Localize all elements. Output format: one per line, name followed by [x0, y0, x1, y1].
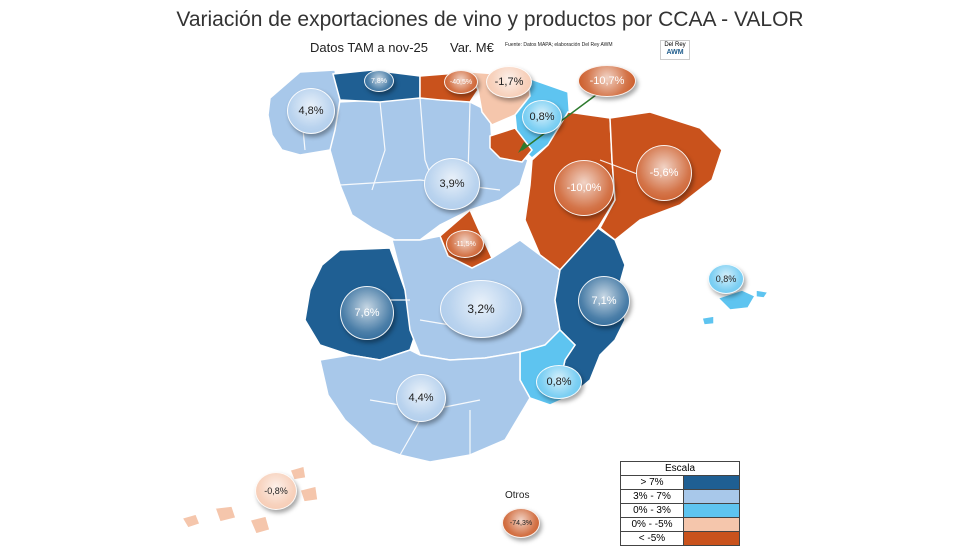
- bubble-asturias-label: 7,8%: [371, 77, 387, 85]
- bubble-la-rioja-label: -10,7%: [589, 75, 625, 87]
- legend-row-0-m5: 0% - -5%: [621, 518, 739, 532]
- otros-label: Otros: [505, 490, 530, 501]
- bubble-c-valenciana-label: 7,1%: [591, 295, 617, 307]
- bubble-castilla-y-leon: 3,9%: [424, 158, 480, 210]
- legend-row-0-3: 0% - 3%: [621, 504, 739, 518]
- legend-row-3-7: 3% - 7%: [621, 490, 739, 504]
- region-canarias-5: [299, 485, 319, 503]
- region-baleares: [716, 289, 757, 311]
- region-canarias-1: [180, 513, 201, 529]
- bubble-canarias-label: -0,8%: [264, 486, 288, 496]
- region-baleares-ibiza: [701, 315, 715, 326]
- bubble-madrid: -11,5%: [446, 230, 484, 258]
- map-title: Variación de exportaciones de vino y pro…: [176, 8, 804, 31]
- legend-label: 0% - -5%: [631, 519, 673, 530]
- bubble-murcia: 0,8%: [536, 365, 582, 399]
- logo-line1: Del Rey: [664, 42, 686, 48]
- bubble-galicia: 4,8%: [287, 88, 335, 134]
- legend-row-gt7: > 7%: [621, 476, 739, 490]
- bubble-andalucia: 4,4%: [396, 374, 446, 422]
- bubble-madrid-label: -11,5%: [454, 240, 476, 248]
- rioja-arrow-head: [518, 142, 528, 153]
- logo-line2: AWM: [666, 49, 684, 56]
- bubble-navarra-label: 0,8%: [529, 111, 555, 123]
- source-note: Fuente: Datos MAPA; elaboración Del Rey …: [505, 42, 613, 48]
- bubble-otros-label: -74,3%: [509, 519, 533, 527]
- region-canarias-4: [288, 465, 307, 481]
- legend-swatch: [683, 518, 739, 531]
- bubble-c-valenciana: 7,1%: [578, 276, 630, 326]
- legend-label: < -5%: [638, 533, 666, 544]
- region-la-rioja: [489, 127, 533, 163]
- legend-title: Escala: [621, 462, 739, 476]
- bubble-cantabria: -40,5%: [444, 70, 478, 94]
- bubble-aragon-label: -10,0%: [566, 182, 602, 194]
- bubble-andalucia-label: 4,4%: [408, 392, 434, 404]
- bubble-castilla-la-mancha-label: 3,2%: [467, 302, 495, 316]
- legend-swatch: [683, 504, 739, 517]
- bubble-baleares: 0,8%: [708, 264, 744, 294]
- region-baleares-menorca: [755, 289, 770, 299]
- legend-swatch: [683, 532, 739, 545]
- legend-label: 3% - 7%: [633, 491, 671, 502]
- bubble-la-rioja: -10,7%: [578, 65, 636, 97]
- bubble-canarias: -0,8%: [255, 472, 297, 510]
- brand-logo: Del Rey AWM: [660, 40, 690, 60]
- bubble-otros: -74,3%: [502, 508, 540, 538]
- region-canarias-2: [213, 505, 237, 523]
- bubble-galicia-label: 4,8%: [298, 105, 324, 117]
- bubble-murcia-label: 0,8%: [546, 376, 572, 388]
- region-canarias-3: [248, 515, 271, 535]
- bubble-baleares-label: 0,8%: [715, 274, 737, 284]
- map-subtitle: Datos TAM a nov-25: [310, 40, 429, 55]
- bubble-castilla-la-mancha: 3,2%: [440, 280, 522, 338]
- bubble-extremadura-label: 7,6%: [354, 307, 380, 319]
- legend-row-lt-m5: < -5%: [621, 532, 739, 545]
- bubble-castilla-y-leon-label: 3,9%: [439, 178, 465, 190]
- bubble-navarra: 0,8%: [522, 100, 562, 134]
- bubble-pais-vasco: -1,7%: [486, 66, 532, 98]
- bubble-asturias: 7,8%: [364, 70, 394, 92]
- bubble-cantabria-label: -40,5%: [449, 78, 473, 86]
- legend-label: 0% - 3%: [633, 505, 671, 516]
- bubble-extremadura: 7,6%: [340, 286, 394, 340]
- bubble-pais-vasco-label: -1,7%: [494, 76, 524, 88]
- bubble-aragon: -10,0%: [554, 160, 614, 216]
- legend-label: > 7%: [640, 477, 664, 488]
- bubble-cataluna: -5,6%: [636, 145, 692, 201]
- legend-swatch: [683, 490, 739, 503]
- variable-label: Var. M€: [450, 40, 494, 55]
- legend-swatch: [683, 476, 739, 489]
- legend: Escala > 7% 3% - 7% 0% - 3% 0% - -5% < -…: [620, 461, 740, 546]
- bubble-cataluna-label: -5,6%: [649, 167, 679, 179]
